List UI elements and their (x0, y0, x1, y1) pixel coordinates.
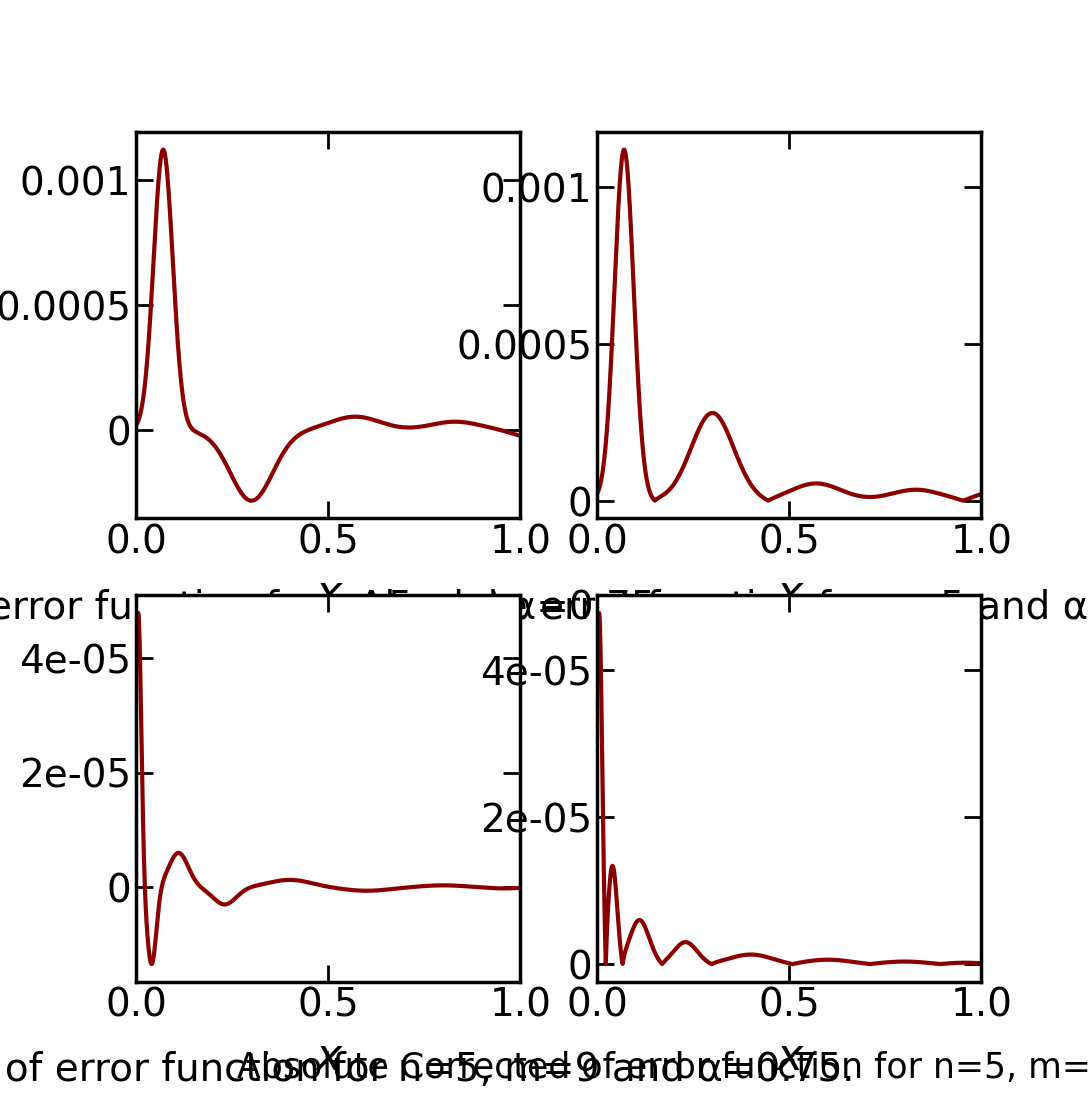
X-axis label: x: x (776, 1036, 802, 1079)
X-axis label: x: x (315, 1036, 341, 1079)
Text: Absolute Corrected of error function for n=5, m=9 and α=0.75.: Absolute Corrected of error function for… (238, 1051, 1090, 1085)
Text: Corrected of error function for n=5, m=9 and α=0.75.: Corrected of error function for n=5, m=9… (0, 1051, 855, 1089)
X-axis label: x: x (315, 572, 341, 615)
X-axis label: x: x (776, 572, 802, 615)
Text: Absolute error function for n=5 and α=0.75.: Absolute error function for n=5 and α=0.… (359, 588, 1090, 625)
Text: error function for n=5 and α=0.75.: error function for n=5 and α=0.75. (0, 588, 668, 625)
